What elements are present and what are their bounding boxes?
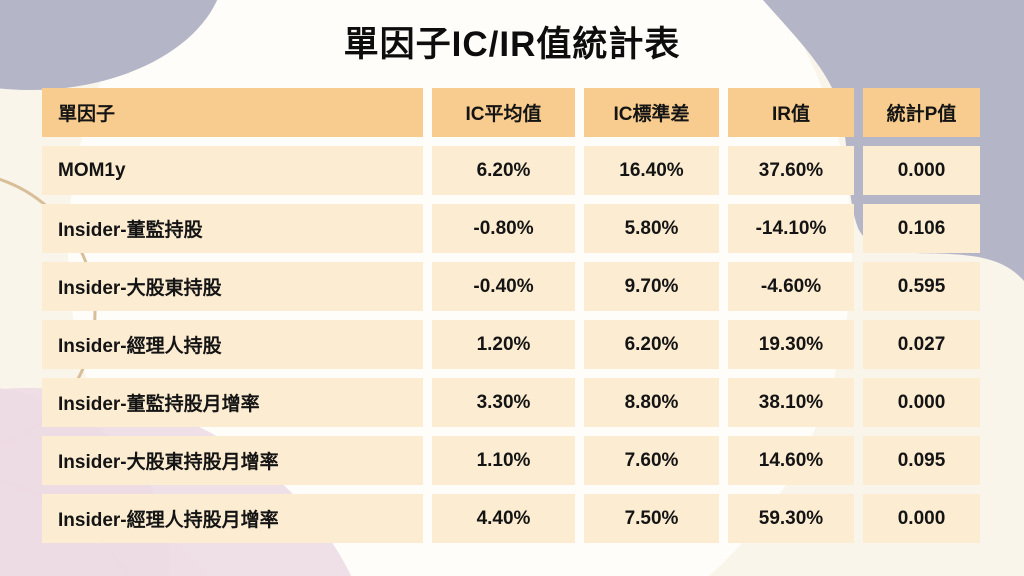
table-cell-ic-std: 16.40% xyxy=(584,146,719,195)
table-cell-ir: 37.60% xyxy=(728,146,854,195)
statistics-table: 單因子 IC平均值 IC標準差 IR值 統計P值 MOM1y 6.20% 16.… xyxy=(42,88,982,543)
header-cell-ic-std: IC標準差 xyxy=(584,88,719,137)
gray-blob-top-left xyxy=(0,0,218,90)
table-cell-factor: Insider-董監持股月增率 xyxy=(42,378,423,427)
ring-outline-left xyxy=(0,177,97,447)
table-cell-factor: Insider-大股東持股月增率 xyxy=(42,436,423,485)
header-cell-ic-mean: IC平均值 xyxy=(432,88,575,137)
table-cell-factor: Insider-大股東持股 xyxy=(42,262,423,311)
table-cell-ir: 38.10% xyxy=(728,378,854,427)
table-cell-ic-std: 7.60% xyxy=(584,436,719,485)
table-cell-ic-std: 5.80% xyxy=(584,204,719,253)
header-cell-p: 統計P值 xyxy=(863,88,980,137)
table-cell-ic-mean: -0.40% xyxy=(432,262,575,311)
header-cell-factor: 單因子 xyxy=(42,88,423,137)
table-cell-ic-std: 8.80% xyxy=(584,378,719,427)
table-cell-ic-mean: 4.40% xyxy=(432,494,575,543)
table-cell-p: 0.000 xyxy=(863,494,980,543)
table-cell-p: 0.595 xyxy=(863,262,980,311)
table-cell-p: 0.106 xyxy=(863,204,980,253)
table-cell-ir: 14.60% xyxy=(728,436,854,485)
table-cell-p: 0.000 xyxy=(863,146,980,195)
table-cell-ic-mean: -0.80% xyxy=(432,204,575,253)
table-cell-ir: 19.30% xyxy=(728,320,854,369)
table-cell-ic-std: 6.20% xyxy=(584,320,719,369)
table-cell-ic-mean: 6.20% xyxy=(432,146,575,195)
table-cell-ic-mean: 3.30% xyxy=(432,378,575,427)
table-cell-ic-std: 7.50% xyxy=(584,494,719,543)
table-cell-factor: Insider-董監持股 xyxy=(42,204,423,253)
table-cell-p: 0.027 xyxy=(863,320,980,369)
table-cell-ic-mean: 1.20% xyxy=(432,320,575,369)
page-title: 單因子IC/IR值統計表 xyxy=(343,25,681,64)
table-cell-factor: Insider-經理人持股 xyxy=(42,320,423,369)
table-cell-ic-std: 9.70% xyxy=(584,262,719,311)
table-cell-ic-mean: 1.10% xyxy=(432,436,575,485)
table-cell-factor: MOM1y xyxy=(42,146,423,195)
header-cell-ir: IR值 xyxy=(728,88,854,137)
table-cell-ir: -14.10% xyxy=(728,204,854,253)
table-cell-p: 0.000 xyxy=(863,378,980,427)
table-cell-ir: 59.30% xyxy=(728,494,854,543)
table-cell-factor: Insider-經理人持股月增率 xyxy=(42,494,423,543)
table-cell-ir: -4.60% xyxy=(728,262,854,311)
table-cell-p: 0.095 xyxy=(863,436,980,485)
